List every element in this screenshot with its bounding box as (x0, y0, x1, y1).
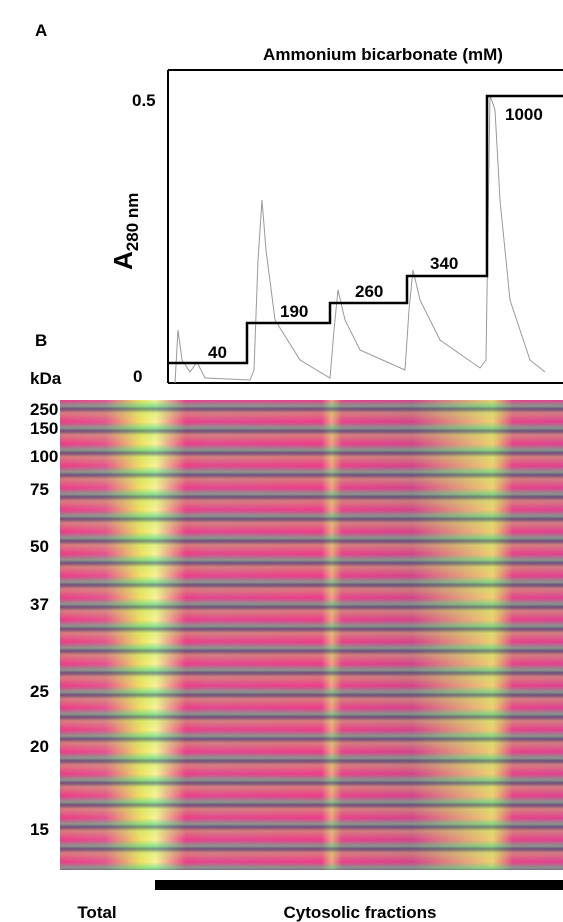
y-tick-label: 0 (133, 367, 142, 386)
absorbance-trace (174, 94, 546, 384)
marker-label: 20 (30, 737, 49, 756)
unit-label: kDa (30, 369, 62, 388)
step-label: 40 (208, 343, 227, 362)
y-label-sub: 280 nm (123, 193, 142, 252)
marker-label: 100 (30, 447, 58, 466)
marker-label: 75 (30, 480, 49, 499)
marker-label: 15 (30, 820, 49, 839)
panel-label: A (35, 21, 47, 40)
step-label: 1000 (505, 105, 543, 124)
marker-label: 25 (30, 682, 49, 701)
y-tick-label: 0.5 (132, 91, 156, 110)
marker-label: 250 (30, 400, 58, 419)
marker-label: 50 (30, 537, 49, 556)
marker-label: 37 (30, 595, 49, 614)
gel-image (60, 400, 563, 870)
step-label: 340 (430, 254, 458, 273)
fraction-bar (155, 880, 563, 890)
gradient-steps (168, 94, 563, 365)
panel-title: Ammonium bicarbonate (mM) (263, 45, 503, 64)
y-axis-label: A280 nm (108, 193, 142, 270)
marker-label: 150 (30, 419, 58, 438)
y-label-main: A (108, 251, 138, 270)
lane-label: Total (77, 903, 116, 922)
panel-label: B (35, 331, 47, 350)
lane-label: Cytosolic fractions (283, 903, 436, 922)
step-label: 190 (280, 302, 308, 321)
step-label: 260 (355, 282, 383, 301)
